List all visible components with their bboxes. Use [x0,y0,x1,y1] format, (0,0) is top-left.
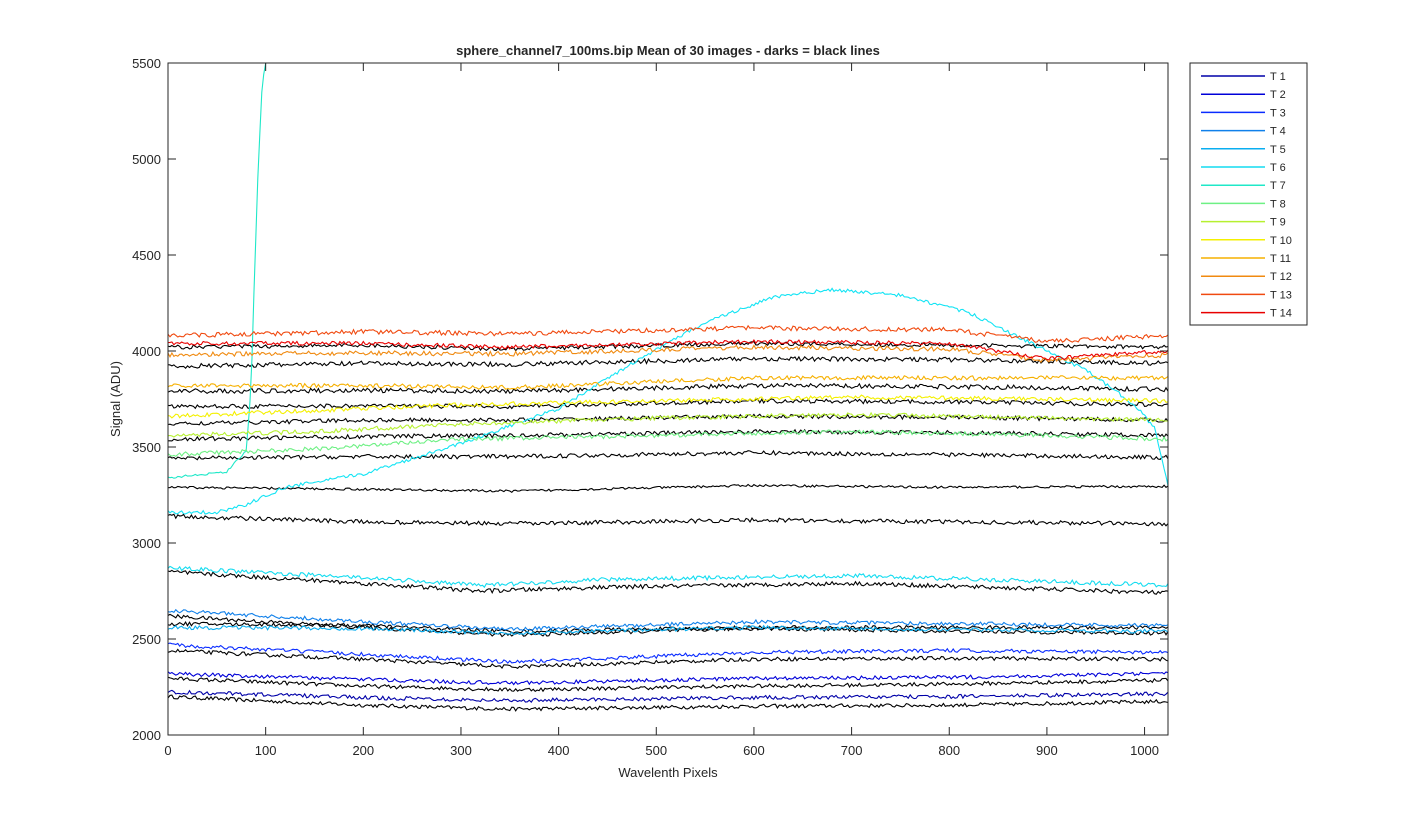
x-tick-label: 300 [450,743,472,758]
dark-line-3 [167,648,1169,670]
y-tick-label: 2500 [132,632,161,647]
series-line-7 [167,62,267,479]
legend-item: T 4 [1201,126,1286,138]
legend-item: T 5 [1201,144,1286,156]
series-line-12 [167,344,1169,363]
dark-line-1 [167,694,1169,712]
legend-label: T 11 [1270,253,1291,265]
dark-line-11 [167,398,1169,410]
dark-line-8 [167,449,1169,461]
x-tick-label: 0 [164,743,171,758]
y-tick-label: 5000 [132,152,161,167]
series-line-5 [167,624,1169,636]
dark-line-12 [167,382,1169,395]
legend-item: T 8 [1201,198,1286,210]
y-tick-label: 3000 [132,536,161,551]
legend-label: T 14 [1270,308,1292,320]
chart-title: sphere_channel7_100ms.bip Mean of 30 ima… [456,43,880,58]
legend-label: T 12 [1270,271,1292,283]
extra-line-2 [167,513,1169,527]
series-line-3 [167,642,1169,664]
legend-label: T 2 [1270,89,1286,101]
dark-line-4 [167,613,1169,638]
legend-label: T 6 [1270,162,1286,174]
x-tick-label: 200 [352,743,374,758]
series-layer [167,62,1169,712]
series-line-11 [167,374,1169,391]
legend-item: T 7 [1201,180,1286,192]
legend-label: T 13 [1270,289,1292,301]
x-tick-label: 900 [1036,743,1058,758]
legend-label: T 8 [1270,198,1286,210]
series-line-14 [167,338,1169,361]
x-tick-label: 500 [645,743,667,758]
x-tick-label: 100 [255,743,277,758]
legend-label: T 4 [1270,126,1286,138]
x-axis-label: Wavelenth Pixels [618,765,718,780]
y-axis-label: Signal (ADU) [108,361,123,437]
series-line-4 [167,608,1169,632]
dark-line-2 [167,676,1169,693]
x-tick-label: 700 [841,743,863,758]
y-tick-label: 4500 [132,248,161,263]
legend: T 1 T 2 T 3 T 4 T 5 T 6 T 7 T 8 T 9 T 10 T 11 T 12 T… [1189,62,1308,326]
series-line-10 [167,394,1169,419]
dark-line-14 [167,340,1169,352]
series-line-1 [167,689,1169,703]
legend-item: T 12 [1201,271,1292,283]
legend-item: T 3 [1201,107,1286,119]
x-tick-label: 600 [743,743,765,758]
legend-label: T 10 [1270,235,1292,247]
legend-label: T 5 [1270,144,1286,156]
x-tick-label: 400 [548,743,570,758]
legend-label: T 3 [1270,107,1286,119]
dark-line-7 [167,483,1169,494]
legend-item: T 6 [1201,162,1286,174]
series-line-13 [167,324,1169,343]
dark-line-13 [167,355,1169,369]
legend-item: T 10 [1201,235,1292,247]
plot-area-frame [167,62,1169,736]
dark-line-9 [168,428,1169,442]
y-tick-label: 2000 [132,728,161,743]
legend-label: T 1 [1270,71,1286,83]
series-line-6 [167,565,1169,589]
legend-label: T 7 [1270,180,1286,192]
axes-layer: 0 100 200 300 400 500 600 700 800 900 1000 2000 2500… [132,56,1168,758]
legend-item: T 14 [1201,308,1292,320]
dark-line-6 [167,569,1169,595]
legend-item: T 1 [1201,71,1286,83]
x-tick-label: 800 [938,743,960,758]
series-line-9 [167,411,1168,438]
legend-item: T 9 [1201,217,1286,229]
legend-item: T 13 [1201,289,1292,301]
y-tick-label: 5500 [132,56,161,71]
series-line-8 [167,429,1169,457]
legend-item: T 11 [1201,253,1291,265]
legend-box [1189,62,1308,326]
legend-label: T 9 [1270,217,1286,229]
y-tick-label: 3500 [132,440,161,455]
legend-item: T 2 [1201,89,1286,101]
x-tick-label: 1000 [1130,743,1159,758]
y-tick-label: 4000 [132,344,161,359]
series-line-2 [167,671,1169,686]
